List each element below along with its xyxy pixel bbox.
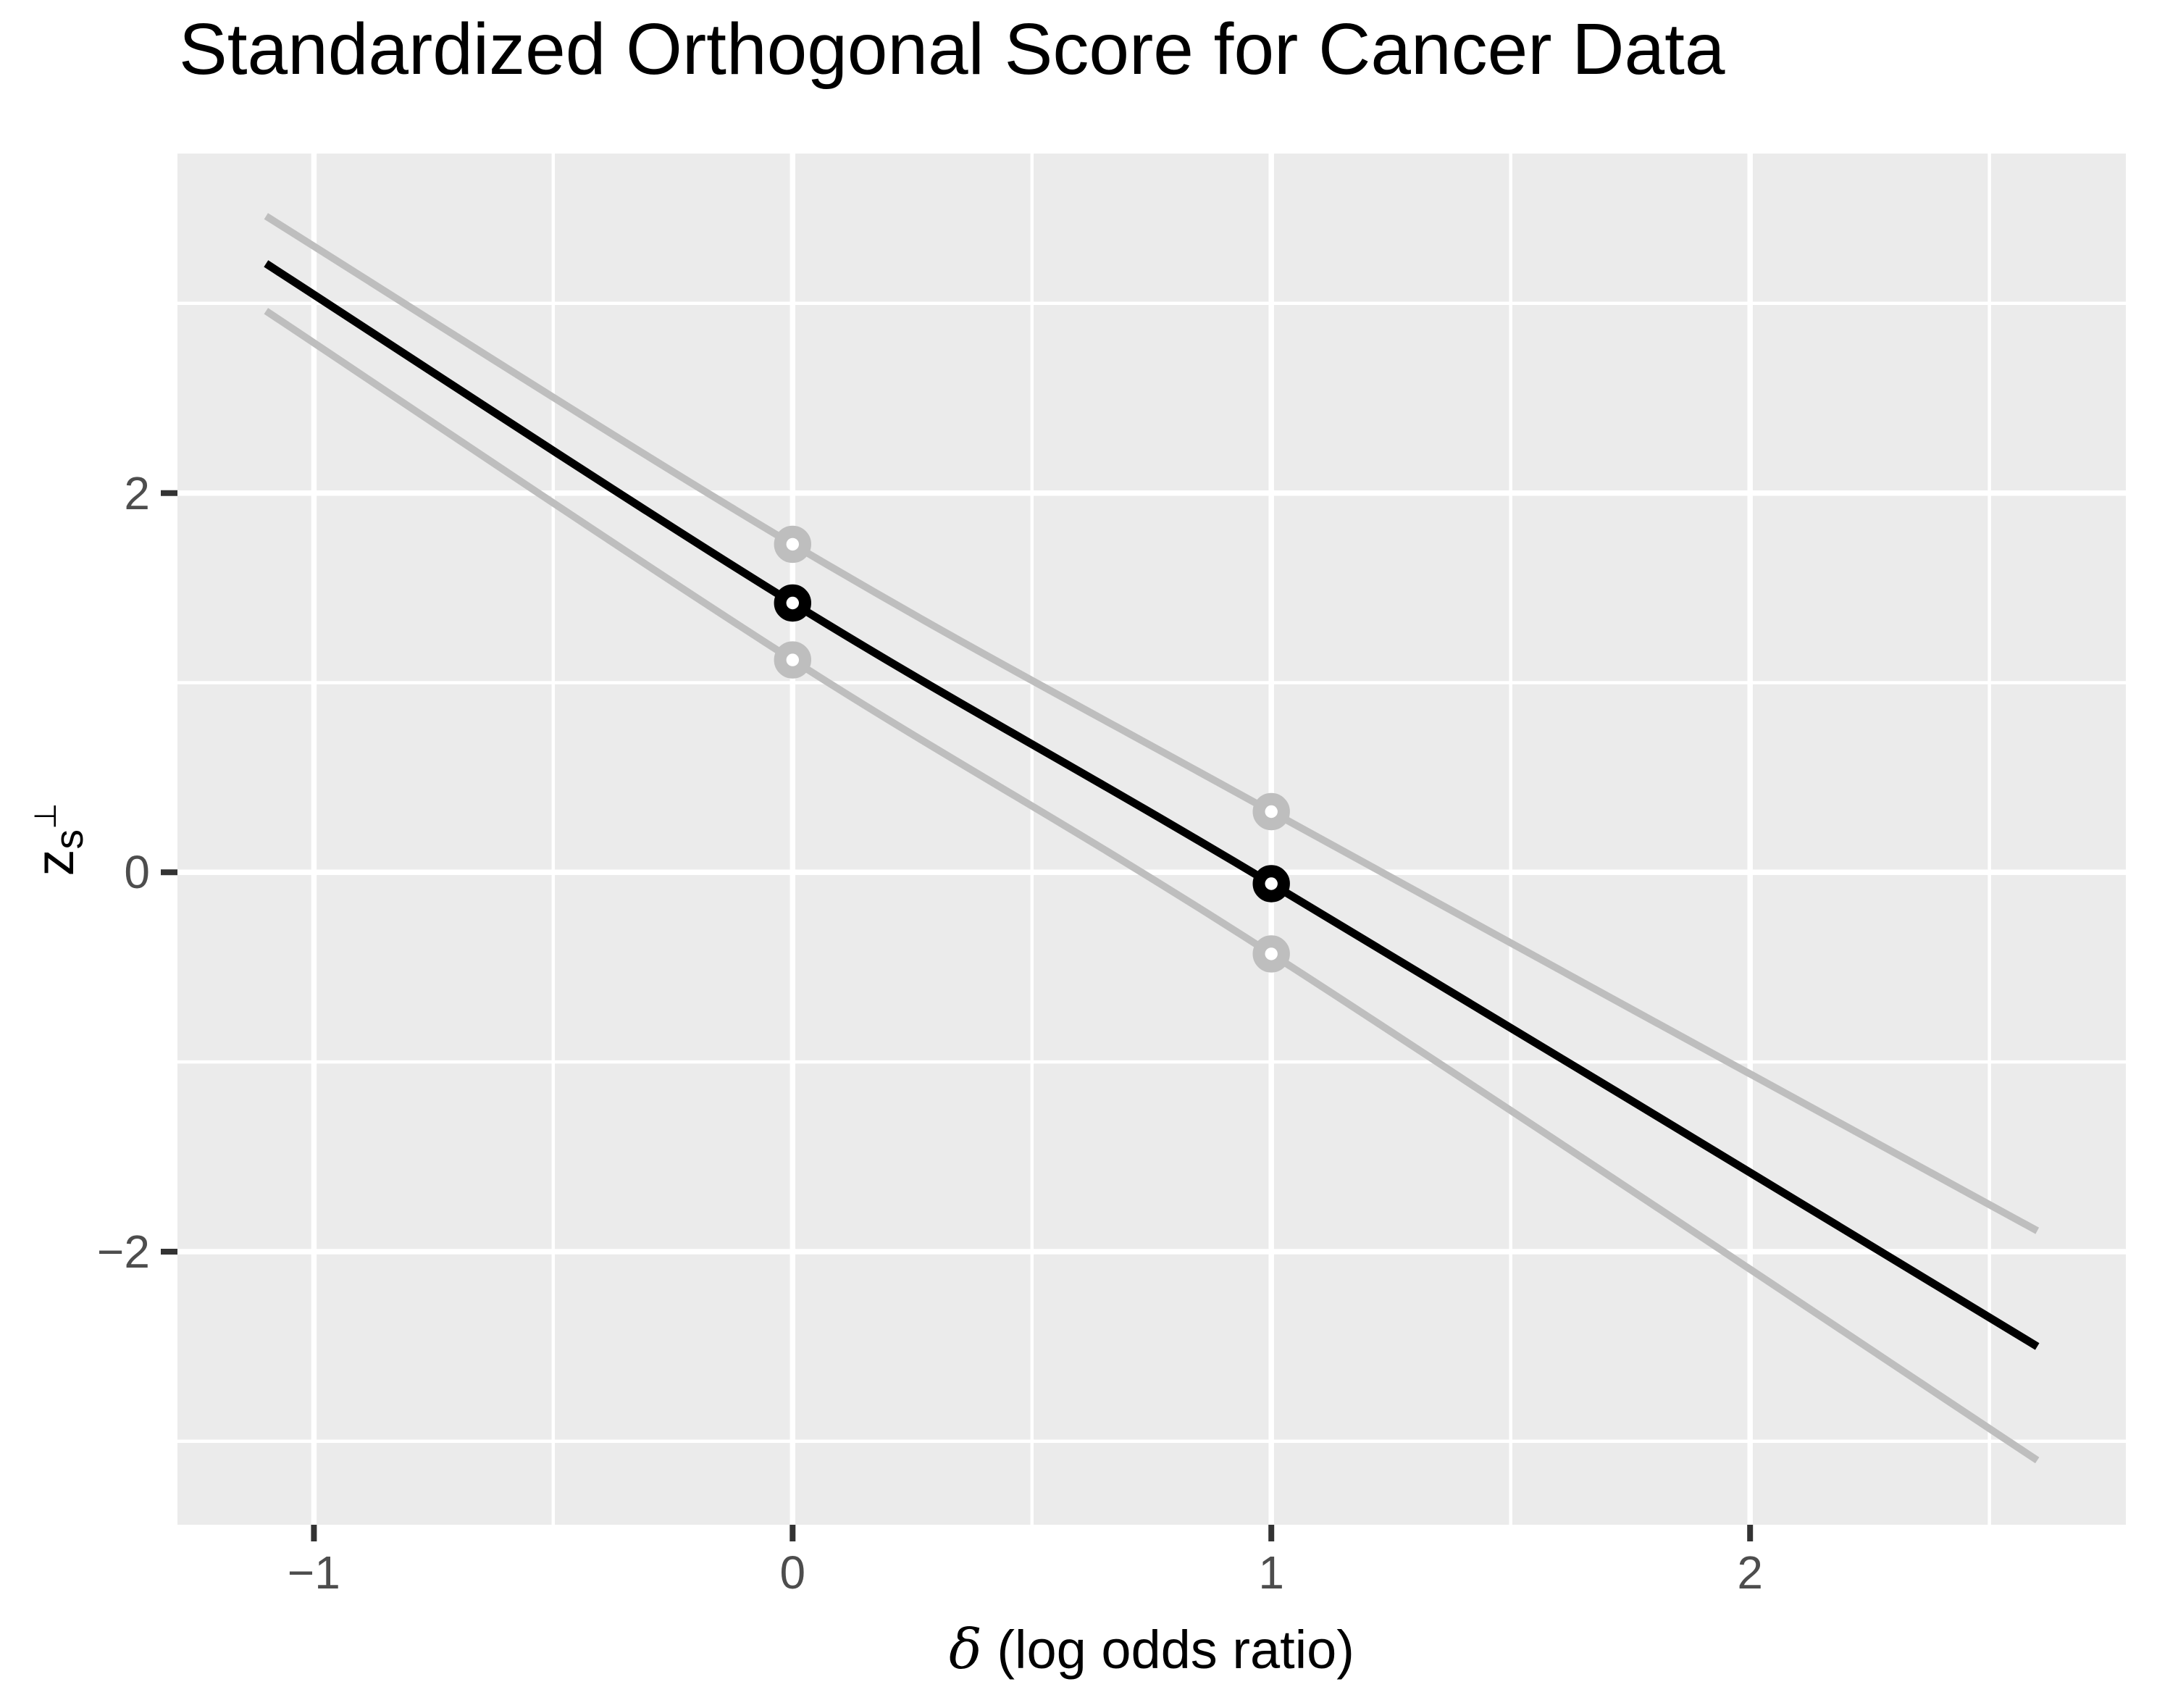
delta-symbol: δ: [949, 1617, 982, 1681]
x-tick-label: −1: [287, 1546, 340, 1599]
y-axis-label-subscript: s: [46, 829, 91, 850]
panel-background: [177, 154, 2126, 1525]
y-tick-label: −2: [97, 1226, 150, 1278]
y-tick-label: 2: [124, 466, 150, 519]
y-axis-label-perp: ⊥: [28, 803, 62, 830]
data-point: [1252, 865, 1290, 903]
x-axis-label-text: (log odds ratio): [981, 1620, 1354, 1680]
y-tick-label: 0: [124, 846, 150, 899]
x-tick-label: 0: [779, 1546, 806, 1599]
score-line: [264, 260, 2040, 1350]
data-point: [1252, 792, 1290, 831]
lower-band-line: [264, 308, 2040, 1464]
upper-band-line: [264, 213, 2040, 1234]
x-axis-label: δ (log odds ratio): [177, 1617, 2126, 1681]
chart-title: Standardized Orthogonal Score for Cancer…: [179, 9, 1725, 90]
data-point: [774, 641, 812, 679]
data-point: [774, 584, 812, 622]
y-axis-label: zs⊥: [6, 619, 91, 1060]
x-tick-label: 2: [1737, 1546, 1763, 1599]
data-point: [774, 525, 812, 564]
data-point: [1252, 935, 1290, 973]
x-tick-label: 1: [1258, 1546, 1284, 1599]
